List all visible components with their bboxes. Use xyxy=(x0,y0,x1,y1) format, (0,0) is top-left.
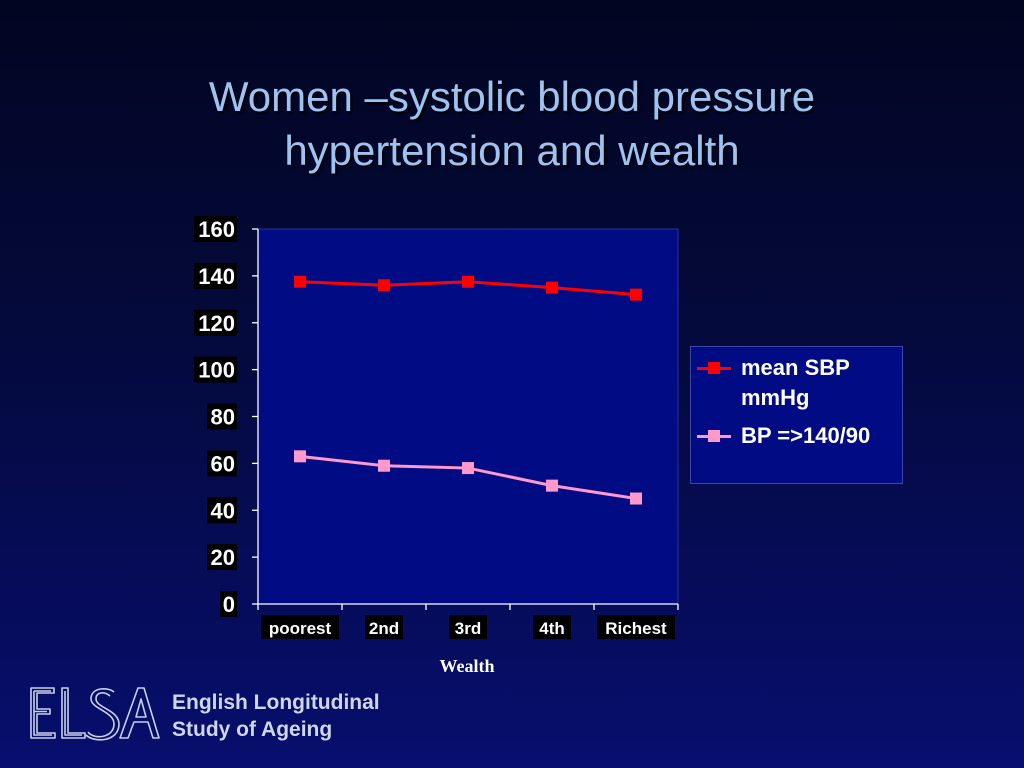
x-axis: poorest 2nd 3rd 4th Richest xyxy=(257,603,679,639)
x-tick-label-bg xyxy=(533,615,571,639)
y-tick-label-bg xyxy=(194,262,237,289)
y-tick-label-bg xyxy=(207,450,237,477)
y-tick-label: 20 xyxy=(211,545,235,570)
data-point xyxy=(294,450,306,463)
data-point xyxy=(546,281,558,294)
y-tick-label: 160 xyxy=(198,217,235,242)
legend-swatch-pink xyxy=(697,430,731,442)
x-axis-title: Wealth xyxy=(439,656,494,676)
y-tick-label-bg xyxy=(207,403,237,430)
series-layer xyxy=(294,275,642,505)
data-point xyxy=(546,479,558,492)
data-point xyxy=(630,492,642,505)
y-tick-label: 80 xyxy=(211,405,235,430)
title-line-2: hypertension and wealth xyxy=(284,127,740,174)
y-tick-label: 0 xyxy=(223,592,235,617)
x-tick-label: 4th xyxy=(539,619,565,638)
y-tick-label: 60 xyxy=(211,451,235,476)
y-tick-label: 100 xyxy=(198,358,235,383)
square-marker-icon xyxy=(708,362,720,374)
legend-label-mean-sbp-line2: mmHg xyxy=(741,385,810,410)
elsa-logo xyxy=(30,687,160,741)
y-tick-label-bg xyxy=(207,497,237,524)
y-tick-label: 40 xyxy=(211,498,235,523)
org-name-line-2: Study of Ageing xyxy=(172,718,333,741)
x-tick-label-bg xyxy=(597,615,675,639)
x-tick-label: 3rd xyxy=(455,619,481,638)
legend-swatch-red xyxy=(697,362,731,374)
org-name-line-1: English Longitudinal xyxy=(172,691,380,714)
org-name: English Longitudinal Study of Ageing xyxy=(172,689,380,743)
y-axis: 0 20 40 60 80 100 120 140 160 xyxy=(194,216,259,617)
y-tick-label-bg xyxy=(194,216,237,242)
x-tick-label: 2nd xyxy=(369,619,399,638)
y-tick-label-bg xyxy=(207,544,237,571)
x-tick-label: poorest xyxy=(269,619,332,638)
slide-title: Women –systolic blood pressure hypertens… xyxy=(0,70,1024,178)
square-marker-icon xyxy=(708,430,720,442)
y-tick-label: 120 xyxy=(198,311,235,336)
y-tick-label: 140 xyxy=(198,264,235,289)
x-tick-label-bg xyxy=(261,615,339,639)
chart-legend: mean SBP mmHg BP =>140/90 xyxy=(690,346,903,484)
x-tick-label: Richest xyxy=(605,619,667,638)
data-point xyxy=(630,288,642,301)
x-tick-label-bg xyxy=(365,615,403,639)
y-tick-label-bg xyxy=(194,309,237,336)
data-point xyxy=(294,275,306,288)
data-point xyxy=(378,459,390,472)
y-tick-label-bg xyxy=(194,356,237,383)
data-point xyxy=(462,275,474,288)
series-1 xyxy=(294,275,642,301)
legend-label-bp: BP =>140/90 xyxy=(741,423,871,448)
data-point xyxy=(462,462,474,475)
x-tick-label-bg xyxy=(449,615,487,639)
legend-label-mean-sbp-line1: mean SBP xyxy=(741,355,850,380)
title-line-1: Women –systolic blood pressure xyxy=(208,73,816,120)
y-tick-label-bg xyxy=(220,591,237,617)
data-point xyxy=(378,279,390,292)
series-2 xyxy=(294,450,642,505)
